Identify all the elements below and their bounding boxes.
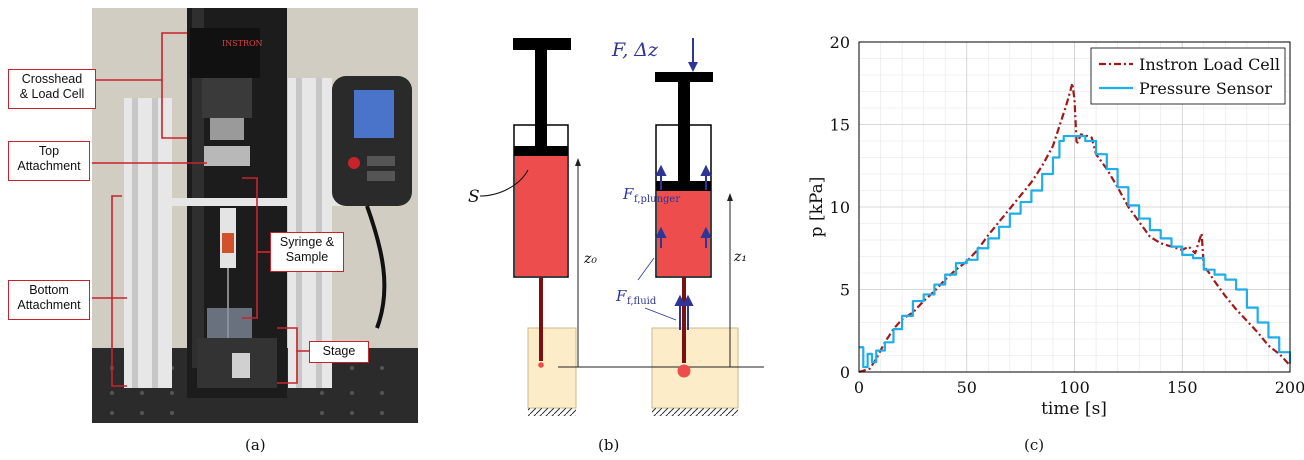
plunger-rod-left xyxy=(535,50,547,150)
callout-crosshead-line1: Crosshead xyxy=(21,72,83,86)
s-label: S xyxy=(468,187,480,207)
f-fluid-label: F xyxy=(615,287,627,305)
panel-c-chart: 0 50 100 150 200 0 5 10 15 20 time [s] p [kPa] In… xyxy=(800,0,1304,430)
panel-b-schematic: S z₀ F, Δz F f,plunger F f,f xyxy=(440,0,780,425)
callout-stage: Stage xyxy=(309,341,369,363)
friction-plunger-arrows xyxy=(655,164,712,190)
s-leader-line xyxy=(479,169,529,197)
plot-frame xyxy=(858,41,1291,373)
instron-photo: INSTRON xyxy=(82,8,418,423)
plunger-head-left xyxy=(513,38,571,50)
sample-block-right xyxy=(651,327,739,409)
callout-bottom-attachment: Bottom Attachment xyxy=(8,280,90,320)
y-axis-label: p [kPa] xyxy=(807,177,827,238)
callout-stage-text: Stage xyxy=(322,344,356,358)
legend-label-instron: Instron Load Cell xyxy=(1139,55,1280,74)
plunger-seal-left xyxy=(514,146,568,156)
legend-box xyxy=(1090,47,1286,105)
series-layer xyxy=(858,82,1292,374)
needle-tip-left xyxy=(538,362,544,368)
y-tick-label: 10 xyxy=(830,198,850,217)
tick-labels: 0 50 100 150 200 0 5 10 15 20 xyxy=(830,33,1304,397)
y-tick-label: 15 xyxy=(830,116,850,135)
callout-bottom-line2: Attachment xyxy=(17,298,81,312)
needle-tip-right xyxy=(677,364,691,378)
callout-syringe-sample: Syringe & Sample xyxy=(270,232,344,272)
force-label: F, Δz xyxy=(611,39,659,61)
z1-label: z₁ xyxy=(733,249,747,265)
caption-a: (a) xyxy=(245,436,266,454)
callout-syringe-line1: Syringe & xyxy=(279,235,335,249)
y-tick-label: 0 xyxy=(840,363,850,382)
f-plunger-label: F xyxy=(622,185,634,203)
friction-fluid-arrows xyxy=(655,226,712,330)
fluid-left xyxy=(515,154,567,276)
x-tick-label: 50 xyxy=(957,378,977,397)
f-fluid-subscript: f,fluid xyxy=(627,296,657,307)
syringe-schematic: S z₀ F, Δz F f,plunger F f,f xyxy=(468,38,764,416)
plunger-seal-right xyxy=(656,181,711,191)
panel-a-photo: INSTRON xyxy=(82,8,418,423)
caption-b: (b) xyxy=(598,436,620,454)
f-fluid-leader-lower xyxy=(644,307,677,321)
z0-label: z₀ xyxy=(583,251,597,267)
callout-crosshead-load-cell: Crosshead & Load Cell xyxy=(8,69,96,109)
pressure-chart: 0 50 100 150 200 0 5 10 15 20 time [s] p [kPa] In… xyxy=(807,33,1304,419)
callout-top-line2: Attachment xyxy=(17,159,81,173)
plunger-rod-right xyxy=(678,82,690,186)
y-tick-label: 5 xyxy=(840,281,850,300)
sample-block-left xyxy=(527,327,577,409)
ground-hatch-right xyxy=(652,408,738,416)
x-axis-label: time [s] xyxy=(1041,399,1107,419)
instron-brand-label: INSTRON xyxy=(222,39,263,48)
x-tick-label: 0 xyxy=(854,378,864,397)
x-tick-label: 200 xyxy=(1275,378,1304,397)
fluid-right xyxy=(657,190,710,276)
callout-crosshead-line2: & Load Cell xyxy=(19,87,85,101)
callout-top-attachment: Top Attachment xyxy=(8,141,90,181)
f-plunger-subscript: f,plunger xyxy=(634,194,680,205)
callout-top-line1: Top xyxy=(38,144,60,158)
plunger-head-right xyxy=(655,72,713,82)
needle-left xyxy=(539,277,543,361)
f-fluid-leader-upper xyxy=(637,257,655,281)
callout-syringe-line2: Sample xyxy=(285,250,329,264)
x-tick-label: 100 xyxy=(1059,378,1090,397)
series-line-pressure xyxy=(859,134,1292,369)
x-tick-label: 150 xyxy=(1167,378,1198,397)
callout-bottom-line1: Bottom xyxy=(29,283,69,297)
needle-right xyxy=(682,277,686,363)
legend-label-pressure: Pressure Sensor xyxy=(1139,79,1272,98)
caption-c: (c) xyxy=(1024,436,1045,454)
ground-hatch-left xyxy=(528,408,576,416)
legend: Instron Load Cell Pressure Sensor xyxy=(1090,47,1286,105)
y-tick-label: 20 xyxy=(830,33,850,52)
